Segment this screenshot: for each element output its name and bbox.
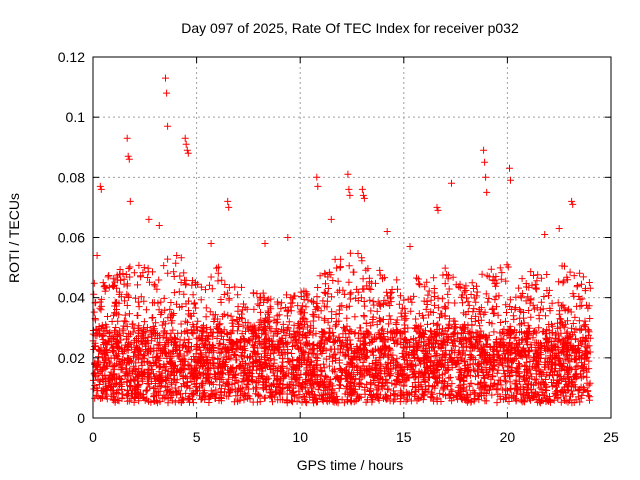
y-tick-label: 0.08 <box>58 169 85 185</box>
x-tick-label: 15 <box>396 429 412 445</box>
y-tick-label: 0 <box>77 410 85 426</box>
x-axis-label: GPS time / hours <box>297 457 404 473</box>
y-tick-label: 0.04 <box>58 290 85 306</box>
x-tick-label: 25 <box>603 429 619 445</box>
y-tick-label: 0.1 <box>66 109 86 125</box>
y-tick-label: 0.12 <box>58 49 85 65</box>
x-tick-label: 0 <box>89 429 97 445</box>
axis-ticks <box>92 56 612 419</box>
y-tick-label: 0.06 <box>58 230 85 246</box>
chart-title: Day 097 of 2025, Rate Of TEC Index for r… <box>181 20 519 36</box>
x-tick-label: 10 <box>292 429 308 445</box>
y-tick-labels: 0 0.02 0.04 0.06 0.08 0.1 0.12 <box>58 49 85 426</box>
scatter-points-path <box>89 74 594 407</box>
y-axis-label: ROTI / TECUs <box>6 193 22 283</box>
x-tick-label: 5 <box>193 429 201 445</box>
x-tick-label: 20 <box>500 429 516 445</box>
data-points <box>89 74 594 407</box>
y-tick-label: 0.02 <box>58 350 85 366</box>
x-tick-labels: 0 5 10 15 20 25 <box>89 429 619 445</box>
